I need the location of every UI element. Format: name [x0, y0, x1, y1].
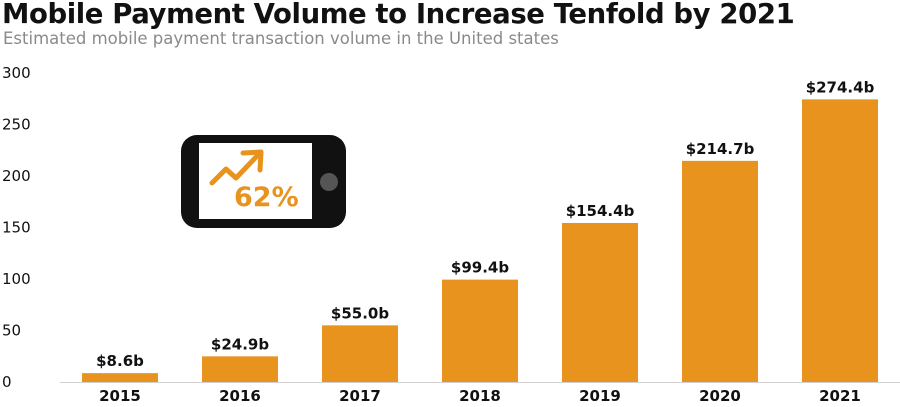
badge-percent: 62% [234, 182, 299, 213]
bar [802, 99, 878, 383]
trend-arrow-line [209, 152, 261, 186]
bar-value-label: $214.7b [686, 140, 755, 158]
bar [202, 356, 278, 382]
phone-home-button [320, 173, 338, 191]
y-axis: 0 50 100 150 200 250 300 [2, 64, 31, 391]
y-tick-label: 100 [2, 270, 31, 288]
x-category-label: 2017 [339, 387, 381, 405]
bars [82, 99, 878, 383]
y-tick-label: 200 [2, 167, 31, 185]
x-category-label: 2015 [99, 387, 141, 405]
bar-value-label: $154.4b [566, 202, 635, 220]
data-labels: $8.6b $24.9b $55.0b $99.4b $154.4b $214.7b $27… [96, 78, 874, 370]
bar [682, 160, 758, 382]
bar [442, 279, 518, 382]
y-tick-label: 150 [2, 219, 31, 237]
bar [562, 222, 638, 382]
x-category-label: 2018 [459, 387, 501, 405]
bar-value-label: $99.4b [451, 259, 509, 277]
y-tick-label: 250 [2, 116, 31, 134]
bar-value-label: $8.6b [96, 352, 144, 370]
x-category-label: 2019 [579, 387, 621, 405]
x-axis: 2015 2016 2017 2018 2019 2020 2021 [99, 387, 861, 405]
bar [322, 325, 398, 382]
bar [82, 373, 158, 382]
bar-value-label: $55.0b [331, 304, 389, 322]
x-category-label: 2016 [219, 387, 261, 405]
x-category-label: 2021 [819, 387, 861, 405]
chart-subtitle: Estimated mobile payment transaction vol… [3, 29, 559, 48]
x-category-label: 2020 [699, 387, 741, 405]
bar-value-label: $274.4b [806, 78, 875, 96]
y-tick-label: 50 [2, 322, 21, 340]
bar-value-label: $24.9b [211, 335, 269, 353]
y-tick-label: 300 [2, 64, 31, 82]
phone-trend-up-icon: 62% [181, 135, 346, 228]
chart-title: Mobile Payment Volume to Increase Tenfol… [2, 0, 795, 30]
y-tick-label: 0 [2, 373, 12, 391]
trend-arrow-head [240, 149, 264, 173]
